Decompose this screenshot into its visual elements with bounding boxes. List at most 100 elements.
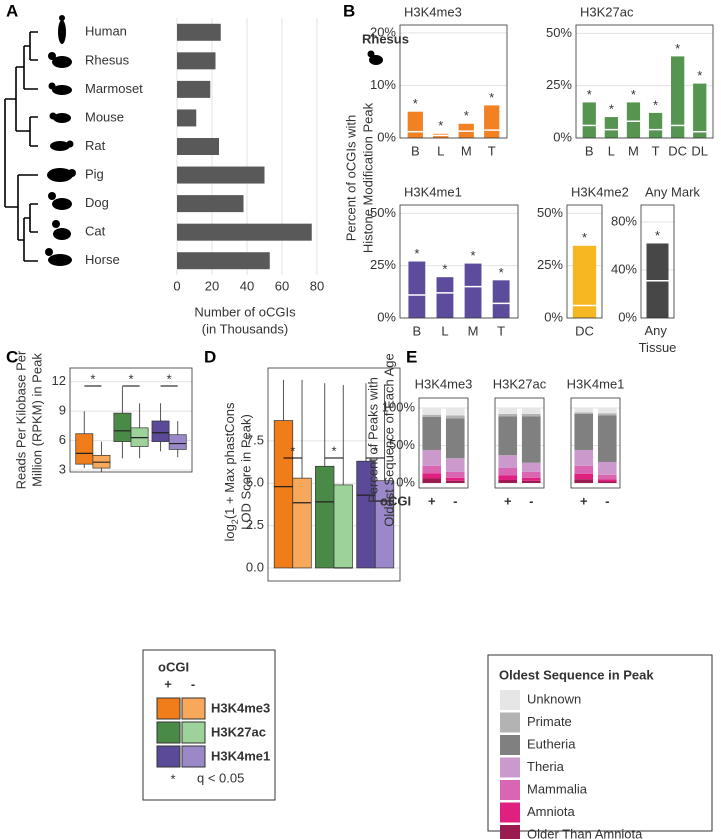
axis-title: Reads Per Kilobase Per — [13, 350, 28, 489]
y-tick-label: 0% — [377, 129, 396, 144]
panel-border — [399, 24, 508, 139]
legend-swatch — [156, 697, 181, 720]
significance-star: * — [331, 443, 336, 458]
stack-segment — [422, 416, 442, 450]
significance-star: * — [631, 87, 636, 102]
x-tick-label: M — [468, 323, 479, 338]
x-tick-label: DC — [668, 143, 687, 158]
species-icons — [45, 15, 383, 266]
legend-box — [487, 654, 713, 832]
x-tick-label: - — [453, 493, 457, 508]
panel-border — [399, 204, 519, 319]
x-tick-label: 60 — [275, 278, 289, 293]
bar — [177, 52, 216, 70]
panel-border — [640, 204, 675, 319]
stack-segment — [597, 413, 617, 416]
species-label: Cat — [85, 224, 106, 239]
axis-title: LOD Score in Peak) — [238, 414, 253, 530]
stack-segment — [498, 413, 518, 417]
y-tick-label: 6 — [59, 432, 66, 447]
panel-border — [494, 397, 545, 489]
significance-star: * — [414, 246, 419, 261]
x-axis-title: oCGI — [380, 493, 411, 508]
stack-segment — [445, 471, 465, 478]
axis-title: Percent of oCGIs with — [343, 115, 358, 241]
significance-star: * — [464, 108, 469, 123]
stack-segment — [574, 449, 594, 466]
species-label: Rat — [85, 138, 106, 153]
x-tick-label: + — [428, 493, 436, 508]
species-label: Pig — [85, 166, 104, 181]
x-axis-title: Number of oCGIs — [194, 304, 296, 319]
significance-star: * — [587, 87, 592, 102]
box — [168, 434, 187, 450]
x-tick-label: + — [580, 493, 588, 508]
significance-star: * — [413, 96, 418, 111]
legend-swatch — [500, 825, 520, 839]
significance-star: * — [499, 265, 504, 280]
stack-segment — [597, 474, 617, 480]
legend-swatch — [181, 697, 206, 720]
legend-label: Amniota — [527, 804, 575, 819]
stack-segment — [498, 407, 518, 414]
legend-note: q < 0.05 — [197, 770, 244, 785]
facet-title: H3K27ac — [493, 376, 547, 391]
panel-letter: D — [204, 347, 216, 366]
bar — [177, 23, 221, 41]
stack-segment — [422, 465, 442, 474]
legend-level: - — [191, 676, 195, 691]
legend-swatch — [500, 712, 520, 733]
stack-segment — [597, 461, 617, 475]
y-tick-label: 12 — [52, 373, 66, 388]
panel-letter: B — [343, 1, 355, 20]
stack-segment — [445, 407, 465, 416]
stack-segment — [521, 462, 541, 472]
legend-title: oCGI — [158, 659, 189, 674]
panel-border — [575, 24, 714, 139]
subplot-title: H3K4me1 — [404, 184, 462, 199]
axis-title: Million (RPKM) in Peak — [29, 353, 44, 487]
y-tick-label: 80% — [611, 213, 637, 228]
axis-title-part: log — [222, 524, 237, 541]
stack-segment — [597, 407, 617, 414]
stack-segment — [521, 413, 541, 417]
bar — [177, 138, 219, 155]
y-tick-label: 7.5 — [246, 432, 264, 447]
significance-star: * — [675, 41, 680, 56]
stack-segment — [498, 416, 518, 456]
species-label: Mouse — [85, 109, 124, 124]
bar — [177, 80, 211, 98]
bar — [582, 102, 596, 138]
legend-swatch — [500, 690, 520, 710]
stack-segment — [445, 418, 465, 459]
stack-segment — [521, 471, 541, 478]
box — [292, 477, 312, 569]
significance-star: * — [90, 371, 95, 386]
box — [75, 433, 94, 465]
phylogeny-tree — [4, 31, 38, 262]
y-tick-label: 40% — [611, 261, 637, 276]
legend-label: Primate — [527, 714, 572, 729]
legend-label: Older Than Amniota — [527, 826, 643, 839]
box — [113, 412, 132, 442]
legend-label: Theria — [527, 759, 565, 774]
axis-title: Histone Modification Peak — [360, 102, 375, 253]
stack-segment — [597, 415, 617, 462]
axis-title-part: (1 + Max phastCons — [222, 402, 237, 519]
stack-segment — [597, 479, 617, 482]
x-tick-label: M — [628, 143, 639, 158]
y-tick-label: 50% — [389, 437, 415, 452]
stack-segment — [498, 467, 518, 476]
axis-title: log2(1 + Max phastCons — [222, 402, 240, 542]
x-tick-label: L — [608, 143, 615, 158]
box — [151, 420, 170, 442]
panel-letter: C — [6, 347, 18, 366]
box — [374, 480, 395, 569]
panel-border — [267, 367, 401, 582]
bar — [648, 112, 663, 138]
legend-swatch — [500, 780, 520, 800]
x-tick-label: 80 — [310, 278, 324, 293]
stack-segment — [445, 480, 465, 483]
